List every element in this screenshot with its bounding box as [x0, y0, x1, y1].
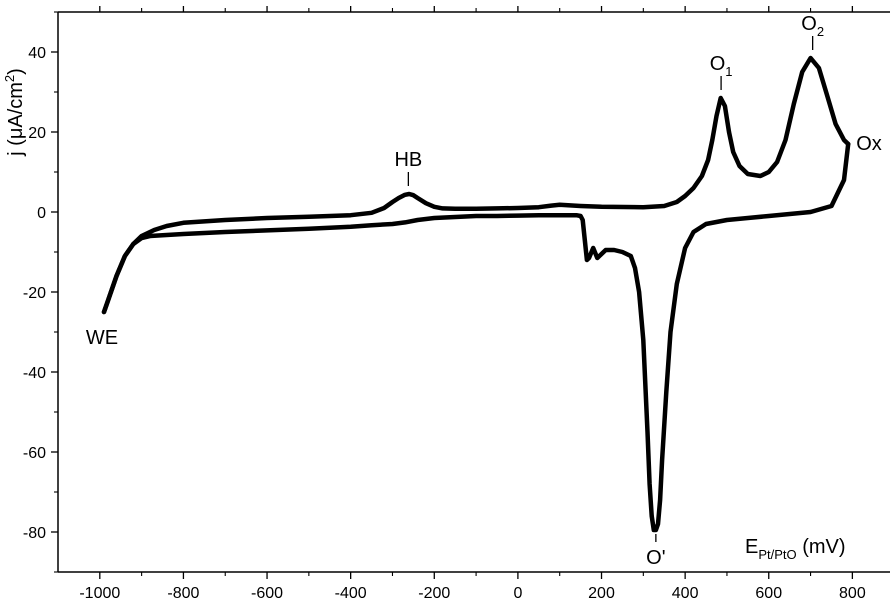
- y-tick-label: -60: [23, 445, 46, 462]
- x-tick-label: 0: [513, 585, 522, 602]
- axes-layer: [57, 11, 890, 573]
- x-tick-label: 400: [672, 585, 699, 602]
- y-axis-title-suffix: ): [5, 68, 27, 75]
- annotation-o2-subscript: 2: [817, 24, 824, 39]
- y-axis-title: j (μA/cm2): [2, 68, 27, 157]
- annotation-o-label: O': [646, 547, 665, 569]
- y-tick-label: -40: [23, 365, 46, 382]
- y-axis-title-prefix: j (: [5, 139, 27, 157]
- annotation-o1: O1: [710, 53, 733, 79]
- x-tick-label: -600: [251, 585, 283, 602]
- annotation-o1-subscript: 1: [725, 64, 732, 79]
- y-tick-label: -20: [23, 285, 46, 302]
- annotation-we: WE: [86, 327, 118, 349]
- curve-layer: [101, 55, 851, 533]
- x-tick-label: -400: [335, 585, 367, 602]
- annotation-o1-label: O: [710, 53, 726, 75]
- x-tick-label: 200: [588, 585, 615, 602]
- y-tick-label: 0: [37, 205, 46, 222]
- annotation-o: O': [646, 547, 665, 569]
- cathodic-sweep-line: [101, 141, 851, 533]
- y-axis-title-sup: 2: [2, 75, 17, 82]
- annotation-o2: O2: [801, 13, 824, 39]
- x-axis-title: EPt/PtO (mV): [745, 536, 846, 562]
- y-axis-title-mu: μ: [5, 128, 27, 140]
- annotation-o2-label: O: [801, 13, 817, 35]
- y-tick-label: 20: [28, 125, 46, 142]
- y-tick-label: -80: [23, 525, 46, 542]
- annotation-we-label: WE: [86, 327, 118, 349]
- anodic-sweep-line: [101, 55, 851, 315]
- annotation-ox: Ox: [856, 133, 882, 155]
- annotation-hb-label: HB: [394, 149, 422, 171]
- annotation-hb: HB: [394, 149, 422, 171]
- x-tick-label: -1000: [79, 585, 120, 602]
- x-tick-label: -800: [167, 585, 199, 602]
- ticks-layer: -1000 -800 -600 -400 -200 0 200 400 600 800-80-60…: [23, 6, 866, 602]
- y-axis-title-unit: A/cm: [5, 82, 27, 128]
- y-tick-label: 40: [28, 45, 46, 62]
- x-tick-label: -200: [418, 585, 450, 602]
- annotation-ox-label: Ox: [856, 133, 882, 155]
- x-tick-label: 600: [755, 585, 782, 602]
- x-axis-title-sub: Pt/PtO: [758, 547, 796, 562]
- x-axis-title-unit: (mV): [797, 536, 846, 558]
- x-axis-title-main: E: [745, 536, 758, 558]
- x-tick-label: 800: [839, 585, 866, 602]
